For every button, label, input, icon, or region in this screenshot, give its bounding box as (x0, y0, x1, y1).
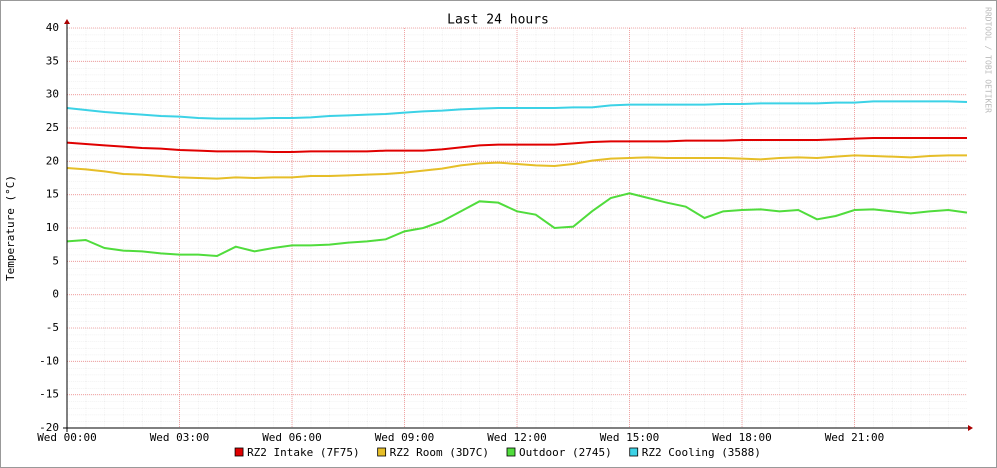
legend-label: RZ2 Room (3D7C) (390, 446, 489, 459)
legend-label: RZ2 Intake (7F75) (247, 446, 360, 459)
legend-swatch (377, 447, 387, 457)
y-tick-label: 40 (46, 21, 59, 34)
x-tick-label: Wed 21:00 (825, 431, 885, 444)
legend-swatch (629, 447, 639, 457)
legend-label: Outdoor (2745) (519, 446, 612, 459)
y-tick-label: 5 (52, 254, 59, 267)
y-tick-label: 30 (46, 88, 59, 101)
y-tick-label: 15 (46, 188, 59, 201)
x-tick-label: Wed 03:00 (150, 431, 210, 444)
series-line (66, 137, 967, 153)
series-line (66, 154, 967, 180)
x-tick-label: Wed 09:00 (375, 431, 435, 444)
watermark: RRDTOOL / TOBI OETIKER (984, 7, 993, 113)
axis-arrow (64, 19, 70, 24)
y-tick-label: 0 (52, 288, 59, 301)
y-axis-label: Temperature (°C) (4, 175, 17, 281)
x-tick-label: Wed 00:00 (37, 431, 97, 444)
legend-label: RZ2 Cooling (3588) (642, 446, 761, 459)
y-tick-label: -15 (39, 388, 59, 401)
x-tick-label: Wed 15:00 (600, 431, 660, 444)
axis-arrow (968, 425, 973, 431)
y-tick-label: 25 (46, 121, 59, 134)
legend-swatch (506, 447, 516, 457)
y-tick-label: 35 (46, 54, 59, 67)
x-tick-label: Wed 18:00 (712, 431, 772, 444)
chart-title: Last 24 hours (447, 13, 549, 28)
x-tick-label: Wed 06:00 (262, 431, 322, 444)
y-tick-label: -10 (39, 354, 59, 367)
y-tick-label: -20 (39, 421, 59, 434)
series-line (66, 192, 968, 258)
y-tick-label: 20 (46, 154, 59, 167)
y-tick-label: 10 (46, 221, 59, 234)
y-tick-label: -5 (46, 321, 59, 334)
legend-swatch (234, 447, 244, 457)
series-line (66, 100, 968, 120)
x-tick-label: Wed 12:00 (487, 431, 547, 444)
